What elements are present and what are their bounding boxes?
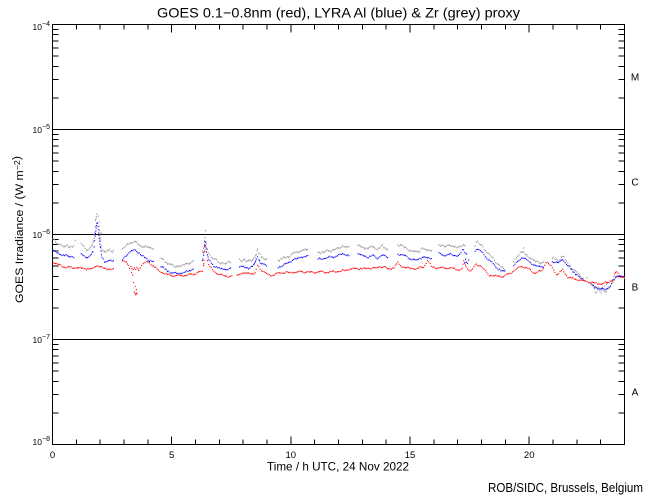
svg-text:10−5: 10−5 xyxy=(33,124,51,135)
svg-text:Time / h UTC, 24 Nov 2022: Time / h UTC, 24 Nov 2022 xyxy=(267,460,409,474)
svg-text:GOES Irradiance / (W m−2): GOES Irradiance / (W m−2) xyxy=(11,156,26,303)
svg-text:10−4: 10−4 xyxy=(33,21,51,32)
svg-text:GOES 0.1−0.8nm (red), LYRA Al: GOES 0.1−0.8nm (red), LYRA Al (blue) & Z… xyxy=(157,5,520,21)
svg-text:20: 20 xyxy=(524,450,535,461)
svg-text:5: 5 xyxy=(169,450,174,461)
svg-text:A: A xyxy=(632,388,639,399)
svg-text:10: 10 xyxy=(286,450,297,461)
svg-text:10−6: 10−6 xyxy=(33,229,51,240)
svg-text:C: C xyxy=(631,178,638,189)
svg-text:10−7: 10−7 xyxy=(33,334,51,345)
svg-text:10−8: 10−8 xyxy=(33,436,51,447)
svg-text:0: 0 xyxy=(50,450,55,461)
svg-text:B: B xyxy=(632,283,639,294)
svg-text:ROB/SIDC, Brussels, Belgium: ROB/SIDC, Brussels, Belgium xyxy=(488,481,643,495)
svg-text:M: M xyxy=(631,73,639,84)
svg-text:15: 15 xyxy=(405,450,416,461)
